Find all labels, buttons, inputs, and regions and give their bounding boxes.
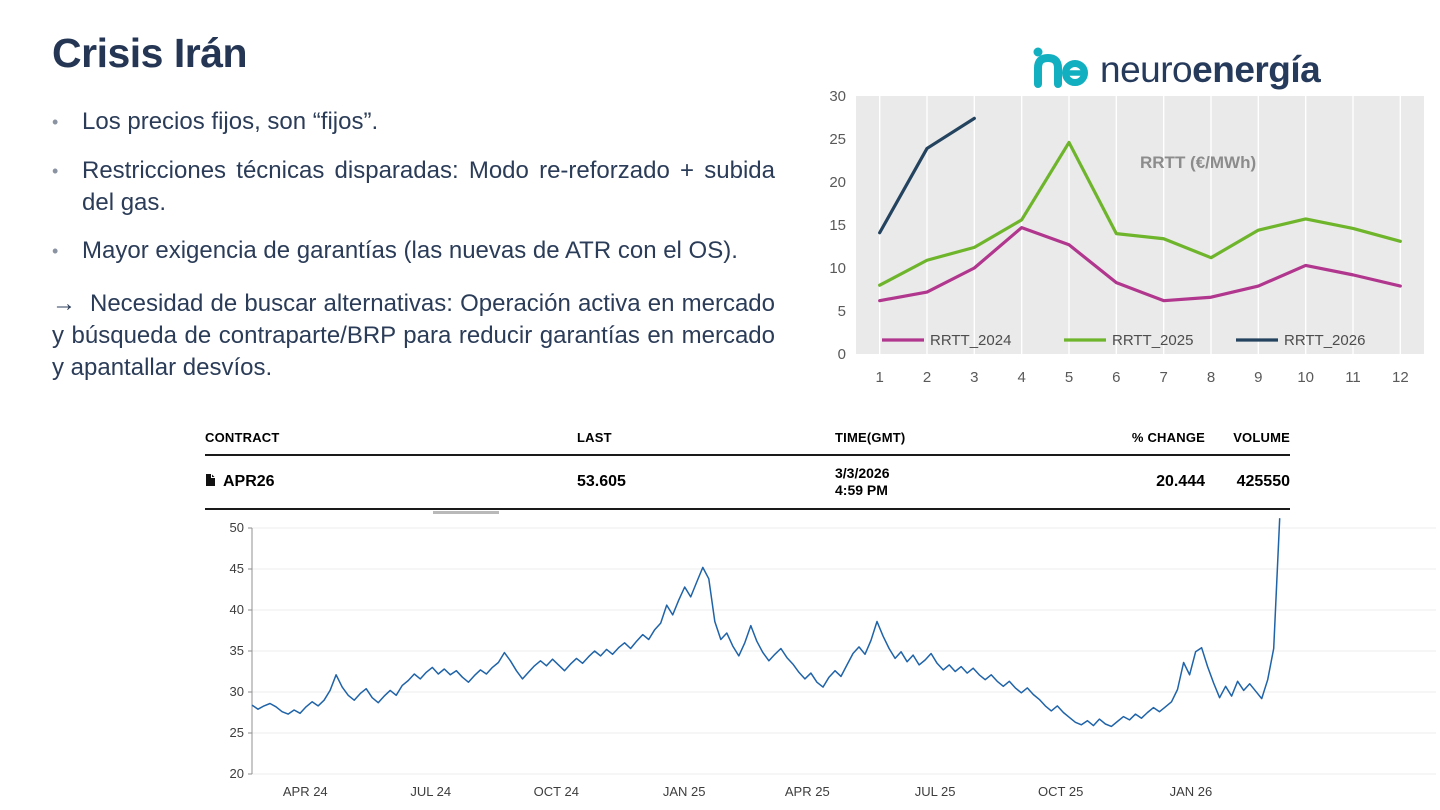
bullet-text: Los precios fijos, son “fijos”. [82, 108, 379, 135]
svg-text:JAN 25: JAN 25 [663, 784, 706, 799]
svg-text:0: 0 [838, 346, 846, 363]
bullet-item: • Restricciones técnicas disparadas: Mod… [52, 155, 775, 219]
svg-text:5: 5 [1065, 369, 1073, 386]
col-header-contract: CONTRACT [205, 429, 280, 445]
svg-text:OCT 25: OCT 25 [1038, 784, 1083, 799]
price-history-chart: 20 25 30 35 40 45 50 APR 24 JUL 24 OCT 24 JAN 25 AP… [226, 514, 1438, 806]
svg-text:JAN 26: JAN 26 [1170, 784, 1213, 799]
svg-text:3: 3 [970, 369, 978, 386]
svg-text:RRTT_2025: RRTT_2025 [1112, 332, 1193, 349]
svg-text:40: 40 [230, 602, 244, 617]
slide-body-text: • Los precios fijos, son “fijos”. • Rest… [52, 106, 775, 384]
svg-text:7: 7 [1159, 369, 1167, 386]
percent-change: 20.444 [1156, 473, 1205, 490]
svg-text:RRTT (€/MWh): RRTT (€/MWh) [1140, 153, 1256, 172]
brand-name-bold: energía [1192, 48, 1321, 90]
svg-text:9: 9 [1254, 369, 1262, 386]
svg-text:APR 24: APR 24 [283, 784, 328, 799]
bullet-item: • Los precios fijos, son “fijos”. [52, 106, 775, 139]
col-header-time: TIME(GMT) [835, 429, 906, 445]
svg-text:10: 10 [829, 260, 846, 277]
col-header-last: LAST [577, 429, 612, 445]
svg-text:1: 1 [875, 369, 883, 386]
col-header-volume: VOLUME [1233, 429, 1290, 445]
svg-text:APR 25: APR 25 [785, 784, 830, 799]
bullet-icon: • [52, 161, 59, 181]
svg-text:20: 20 [829, 174, 846, 191]
col-header-change: % CHANGE [1131, 429, 1205, 445]
svg-text:30: 30 [829, 88, 846, 105]
bullet-icon: • [52, 112, 59, 132]
bullet-list: • Los precios fijos, son “fijos”. • Rest… [52, 106, 775, 268]
svg-text:25: 25 [829, 131, 846, 148]
quote-table-row: APR26 53.605 3/3/2026 4:59 PM 20.444 425… [205, 456, 1290, 510]
bullet-item: • Mayor exigencia de garantías (las nuev… [52, 235, 775, 268]
last-price: 53.605 [577, 473, 626, 490]
svg-text:JUL 25: JUL 25 [915, 784, 956, 799]
arrow-conclusion: → Necesidad de buscar alternativas: Opera… [52, 288, 775, 384]
arrow-icon: → [52, 290, 76, 317]
svg-text:JUL 24: JUL 24 [410, 784, 451, 799]
bullet-icon: • [52, 241, 59, 261]
bullet-text: Mayor exigencia de garantías (las nuevas… [82, 237, 738, 264]
svg-text:RRTT_2024: RRTT_2024 [930, 332, 1011, 349]
svg-text:10: 10 [1297, 369, 1314, 386]
brand-name: neuroenergía [1100, 48, 1321, 91]
svg-text:11: 11 [1345, 369, 1361, 386]
svg-text:15: 15 [829, 217, 846, 234]
bullet-text: Restricciones técnicas disparadas: Modo … [82, 157, 775, 216]
svg-text:RRTT_2026: RRTT_2026 [1284, 332, 1365, 349]
svg-text:8: 8 [1207, 369, 1215, 386]
time-date: 3/3/2026 [835, 465, 890, 481]
page-title: Crisis Irán [52, 30, 248, 76]
svg-text:35: 35 [230, 643, 244, 658]
rrtt-line-chart: 0 5 10 15 20 25 30 1 2 3 4 5 6 7 8 9 10 11 12 RRTT (€/MWh) R… [818, 86, 1432, 388]
time-cell: 3/3/2026 4:59 PM [835, 465, 1123, 499]
futures-quote-table: CONTRACT LAST TIME(GMT) % CHANGE VOLUME … [205, 420, 1290, 510]
contract-document-icon [205, 473, 216, 492]
brand-name-regular: neuro [1100, 48, 1193, 90]
volume: 425550 [1236, 473, 1290, 490]
svg-text:4: 4 [1017, 369, 1025, 386]
svg-text:20: 20 [230, 766, 244, 781]
svg-text:30: 30 [230, 684, 244, 699]
neuroenergia-logo-icon [1030, 44, 1088, 95]
svg-text:2: 2 [923, 369, 931, 386]
time-hour: 4:59 PM [835, 482, 888, 498]
svg-text:6: 6 [1112, 369, 1120, 386]
contract-cell: APR26 [205, 473, 577, 492]
svg-text:25: 25 [230, 725, 244, 740]
arrow-conclusion-text: Necesidad de buscar alternativas: Operac… [52, 290, 775, 381]
contract-name: APR26 [223, 473, 275, 490]
svg-text:45: 45 [230, 561, 244, 576]
svg-text:OCT 24: OCT 24 [534, 784, 579, 799]
quote-table-header: CONTRACT LAST TIME(GMT) % CHANGE VOLUME [205, 420, 1290, 456]
widget-scrollbar [433, 511, 499, 514]
svg-text:12: 12 [1392, 369, 1409, 386]
svg-text:5: 5 [838, 303, 846, 320]
brand-logo: neuroenergía [1030, 44, 1321, 95]
svg-text:50: 50 [230, 520, 244, 535]
